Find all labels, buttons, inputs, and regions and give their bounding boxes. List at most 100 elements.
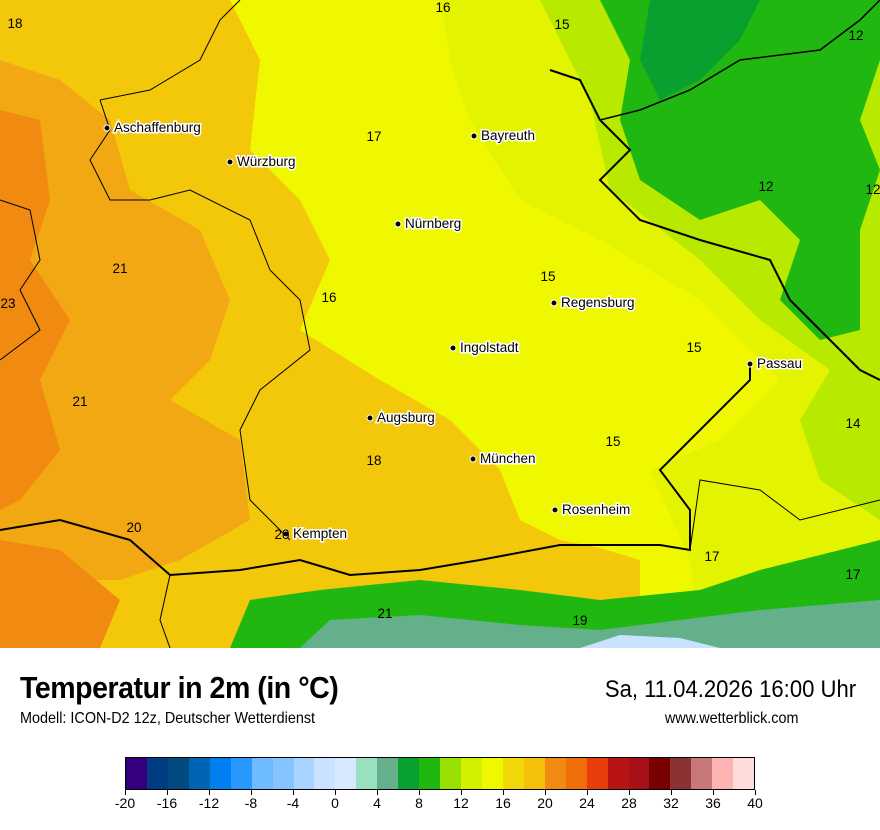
- legend-tick-label: 28: [621, 795, 637, 811]
- temperature-value: 18: [7, 16, 22, 31]
- legend-color-bin: [733, 758, 755, 789]
- legend-tick-mark: [124, 790, 126, 795]
- legend-tick-mark: [292, 790, 294, 795]
- legend-tick-mark: [712, 790, 714, 795]
- legend-tick-mark: [628, 790, 630, 795]
- legend-tick-mark: [376, 790, 378, 795]
- legend-tick-mark: [208, 790, 210, 795]
- legend-tick-label: -16: [156, 795, 178, 811]
- temperature-labels: 18 16 15 12 17 12 12 21 15 23 16 15 21 14 15 18 20 20 17 17…: [0, 0, 880, 628]
- legend-color-bin: [377, 758, 399, 789]
- legend-tick-mark: [250, 790, 252, 795]
- temperature-value: 15: [540, 269, 555, 284]
- legend-tick-label: 4: [373, 795, 381, 811]
- zone-8-10: [640, 0, 760, 100]
- legend-color-bin: [481, 758, 503, 789]
- temperature-value: 17: [845, 567, 860, 582]
- legend-color-bin: [712, 758, 734, 789]
- temperature-value: 15: [605, 434, 620, 449]
- legend-tick-mark: [670, 790, 672, 795]
- temperature-map: Aschaffenburg Würzburg Bayreuth Nürnberg Reg…: [0, 0, 880, 648]
- legend-tick-mark: [166, 790, 168, 795]
- temperature-value: 12: [865, 182, 880, 197]
- legend-tick-label: 16: [495, 795, 511, 811]
- legend-color-bin: [670, 758, 692, 789]
- city-dot: [226, 158, 234, 166]
- city-label: Nürnberg: [405, 216, 461, 231]
- city-label: München: [480, 451, 536, 466]
- city-label: Augsburg: [377, 410, 435, 425]
- map-title: Temperatur in 2m (in °C): [20, 670, 339, 705]
- legend-color-bin: [209, 758, 231, 789]
- city-label: Würzburg: [237, 154, 296, 169]
- temperature-value: 20: [274, 527, 289, 542]
- legend-color-bin: [335, 758, 357, 789]
- temperature-value: 14: [845, 416, 861, 431]
- temperature-value: 15: [554, 17, 569, 32]
- legend-color-bin: [691, 758, 713, 789]
- legend-color-bin: [398, 758, 420, 789]
- legend-tick-label: -12: [198, 795, 220, 811]
- city-label: Passau: [757, 356, 802, 371]
- legend-color-bin: [314, 758, 336, 789]
- legend-tick-mark: [460, 790, 462, 795]
- legend-color-bin: [251, 758, 273, 789]
- legend-color-bin: [230, 758, 252, 789]
- city-dot: [449, 344, 457, 352]
- legend-color-bin: [586, 758, 608, 789]
- legend-color-bin: [272, 758, 294, 789]
- city-label: Rosenheim: [562, 502, 630, 517]
- legend-tick-label: -8: [244, 795, 258, 811]
- legend-color-bin: [146, 758, 168, 789]
- city-label: Bayreuth: [481, 128, 535, 143]
- temperature-value: 17: [366, 129, 381, 144]
- legend-tick-mark: [544, 790, 546, 795]
- legend-color-bin: [293, 758, 315, 789]
- legend-color-bin: [188, 758, 210, 789]
- website-link[interactable]: www.wetterblick.com: [664, 710, 798, 727]
- forecast-datetime: Sa, 11.04.2026 16:00 Uhr: [604, 676, 856, 703]
- zone-22-24: [0, 110, 70, 510]
- temperature-value: 18: [366, 453, 381, 468]
- city-dot: [746, 360, 754, 368]
- city-label: Regensburg: [561, 295, 635, 310]
- legend-tick-mark: [334, 790, 336, 795]
- temperature-value: 17: [704, 549, 719, 564]
- temperature-value: 15: [686, 340, 701, 355]
- legend-tick-mark: [754, 790, 756, 795]
- legend-color-bin: [440, 758, 461, 789]
- legend-color-bin: [544, 758, 566, 789]
- city-dot: [103, 124, 111, 132]
- borders: [0, 0, 880, 648]
- city-label: Aschaffenburg: [114, 120, 201, 135]
- legend-color-bin: [167, 758, 189, 789]
- legend-color-bin: [419, 758, 441, 789]
- legend-ticks: -20 -16 -12 -8 -4 0 4 8 12 16 20 24 28 32 36 40: [115, 790, 763, 820]
- zone-alps-high: [300, 600, 880, 648]
- legend-tick-label: 40: [747, 795, 763, 811]
- legend-tick-label: 8: [415, 795, 423, 811]
- city-dot: [551, 506, 559, 514]
- legend-tick-mark: [418, 790, 420, 795]
- model-source: Modell: ICON-D2 12z, Deutscher Wetterdie…: [20, 710, 316, 727]
- legend-tick-label: 12: [453, 795, 469, 811]
- legend-tick-label: -20: [114, 795, 136, 811]
- legend-tick-label: 32: [663, 795, 679, 811]
- temperature-value: 21: [377, 606, 392, 621]
- temperature-value: 12: [848, 28, 863, 43]
- color-legend: [125, 757, 755, 790]
- legend-tick-label: 20: [537, 795, 553, 811]
- legend-tick-label: 0: [331, 795, 339, 811]
- temperature-value: 21: [112, 261, 127, 276]
- temperature-value: 21: [72, 394, 87, 409]
- city-dot: [366, 414, 374, 422]
- city-dot: [550, 299, 558, 307]
- temperature-value: 16: [435, 0, 450, 15]
- temperature-value: 23: [0, 296, 15, 311]
- legend-color-bin: [461, 758, 482, 789]
- city-dot: [282, 530, 290, 538]
- legend-tick-label: 36: [705, 795, 721, 811]
- city-dot: [394, 220, 402, 228]
- temperature-value: 20: [126, 520, 141, 535]
- legend-color-bin: [356, 758, 378, 789]
